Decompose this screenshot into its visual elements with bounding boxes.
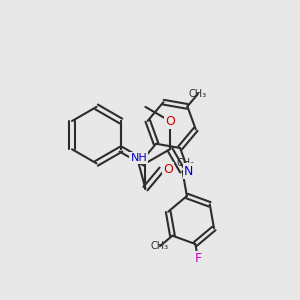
Text: CH₃: CH₃: [151, 241, 169, 251]
Text: O: O: [165, 115, 175, 128]
Text: CH₃: CH₃: [177, 158, 195, 168]
Text: O: O: [163, 163, 173, 176]
Text: NH: NH: [130, 153, 147, 163]
Text: CH₃: CH₃: [189, 89, 207, 99]
Text: F: F: [194, 252, 202, 265]
Text: N: N: [184, 165, 194, 178]
